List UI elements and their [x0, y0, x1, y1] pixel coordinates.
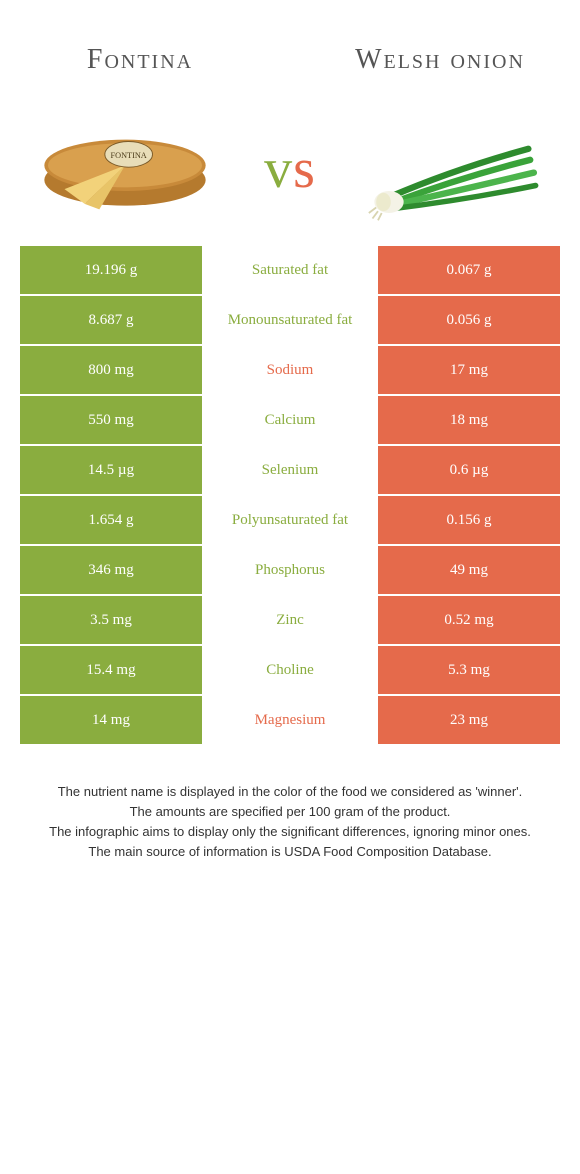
left-value: 3.5 mg — [20, 596, 202, 644]
right-value: 18 mg — [378, 396, 560, 444]
nutrient-label: Zinc — [202, 596, 378, 644]
table-row: 8.687 gMonounsaturated fat0.056 g — [20, 296, 560, 346]
table-row: 15.4 mgCholine5.3 mg — [20, 646, 560, 696]
nutrient-label: Monounsaturated fat — [202, 296, 378, 344]
left-value: 346 mg — [20, 546, 202, 594]
nutrient-label: Saturated fat — [202, 246, 378, 294]
table-row: 550 mgCalcium18 mg — [20, 396, 560, 446]
svg-text:FONTINA: FONTINA — [111, 151, 147, 160]
table-row: 1.654 gPolyunsaturated fat0.156 g — [20, 496, 560, 546]
left-value: 800 mg — [20, 346, 202, 394]
nutrient-label: Calcium — [202, 396, 378, 444]
footnote-1: The nutrient name is displayed in the co… — [28, 782, 552, 802]
vs-v: v — [264, 138, 293, 200]
welsh-onion-image — [360, 114, 550, 224]
table-row: 14.5 µgSelenium0.6 µg — [20, 446, 560, 496]
right-value: 0.067 g — [378, 246, 560, 294]
hero-row: FONTINA vs — [20, 104, 560, 234]
right-value: 23 mg — [378, 696, 560, 744]
nutrient-label: Choline — [202, 646, 378, 694]
footnote-2: The amounts are specified per 100 gram o… — [28, 802, 552, 822]
titles-row: Fontina Welsh onion — [20, 20, 560, 100]
left-value: 15.4 mg — [20, 646, 202, 694]
nutrient-label: Sodium — [202, 346, 378, 394]
right-value: 49 mg — [378, 546, 560, 594]
left-value: 8.687 g — [20, 296, 202, 344]
nutrient-label: Magnesium — [202, 696, 378, 744]
right-value: 0.056 g — [378, 296, 560, 344]
right-value: 0.52 mg — [378, 596, 560, 644]
table-row: 14 mgMagnesium23 mg — [20, 696, 560, 746]
left-value: 1.654 g — [20, 496, 202, 544]
table-row: 346 mgPhosphorus49 mg — [20, 546, 560, 596]
fontina-image: FONTINA — [30, 114, 220, 224]
footnote-3: The infographic aims to display only the… — [28, 822, 552, 842]
table-row: 800 mgSodium17 mg — [20, 346, 560, 396]
left-value: 19.196 g — [20, 246, 202, 294]
right-value: 17 mg — [378, 346, 560, 394]
title-right: Welsh onion — [340, 45, 540, 76]
title-left: Fontina — [40, 44, 240, 76]
table-row: 3.5 mgZinc0.52 mg — [20, 596, 560, 646]
left-value: 14.5 µg — [20, 446, 202, 494]
right-value: 0.156 g — [378, 496, 560, 544]
nutrient-label: Phosphorus — [202, 546, 378, 594]
nutrient-table: 19.196 gSaturated fat0.067 g8.687 gMonou… — [20, 246, 560, 746]
infographic-page: Fontina Welsh onion FONTINA vs — [0, 0, 580, 863]
left-value: 14 mg — [20, 696, 202, 744]
footnotes: The nutrient name is displayed in the co… — [20, 782, 560, 863]
left-value: 550 mg — [20, 396, 202, 444]
right-value: 5.3 mg — [378, 646, 560, 694]
footnote-4: The main source of information is USDA F… — [28, 842, 552, 862]
nutrient-label: Polyunsaturated fat — [202, 496, 378, 544]
table-row: 19.196 gSaturated fat0.067 g — [20, 246, 560, 296]
nutrient-label: Selenium — [202, 446, 378, 494]
vs-label: vs — [264, 137, 316, 201]
right-value: 0.6 µg — [378, 446, 560, 494]
vs-s: s — [293, 138, 316, 200]
